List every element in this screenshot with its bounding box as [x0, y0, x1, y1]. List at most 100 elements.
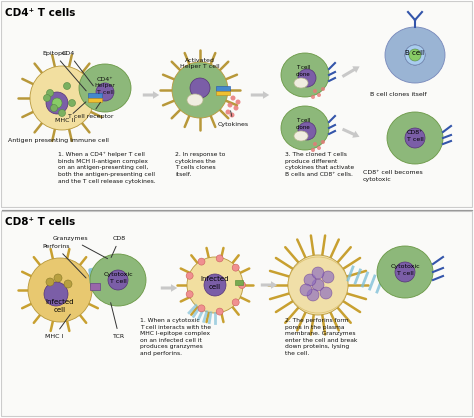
Circle shape: [317, 146, 321, 150]
Circle shape: [198, 258, 205, 265]
Circle shape: [304, 274, 316, 286]
Text: 2. The perforins form
pores in the plasma
membrane. Granzymes
enter the cell and: 2. The perforins form pores in the plasm…: [285, 318, 357, 356]
Text: Cytotoxic
T cell: Cytotoxic T cell: [390, 265, 420, 275]
Ellipse shape: [294, 131, 308, 141]
Circle shape: [320, 287, 332, 299]
Ellipse shape: [385, 27, 445, 83]
Ellipse shape: [387, 112, 443, 164]
Bar: [216, 91, 230, 95]
Text: T cell
clone: T cell clone: [296, 118, 310, 130]
Circle shape: [405, 128, 425, 148]
Text: Activated
Helper T cell: Activated Helper T cell: [180, 58, 220, 69]
Circle shape: [311, 148, 315, 152]
Circle shape: [190, 78, 210, 98]
Text: Epitope: Epitope: [42, 51, 86, 91]
Circle shape: [198, 305, 205, 312]
Circle shape: [46, 92, 68, 114]
Text: T cell receptor: T cell receptor: [68, 102, 113, 119]
Circle shape: [46, 278, 54, 286]
Bar: [88, 93, 102, 98]
Bar: [216, 86, 230, 91]
Circle shape: [395, 262, 415, 282]
Circle shape: [186, 272, 193, 279]
Circle shape: [232, 264, 239, 271]
Bar: [90, 283, 100, 290]
Text: CD8⁺
T cell: CD8⁺ T cell: [407, 130, 423, 142]
Circle shape: [216, 255, 223, 262]
Ellipse shape: [281, 53, 329, 97]
Text: Infected
cell: Infected cell: [201, 276, 229, 290]
Circle shape: [44, 282, 68, 306]
Circle shape: [216, 308, 223, 315]
Text: CD4⁺
Helper
T cell: CD4⁺ Helper T cell: [94, 77, 116, 95]
Text: T cell
clone: T cell clone: [296, 65, 310, 76]
Ellipse shape: [30, 66, 94, 130]
Ellipse shape: [288, 255, 348, 315]
Circle shape: [317, 93, 321, 97]
Circle shape: [300, 284, 312, 296]
Circle shape: [52, 98, 62, 108]
Circle shape: [236, 99, 240, 104]
Circle shape: [311, 95, 315, 99]
Circle shape: [230, 95, 236, 100]
Ellipse shape: [294, 78, 308, 88]
Circle shape: [226, 110, 230, 115]
Circle shape: [298, 69, 316, 87]
Text: MHC II: MHC II: [55, 102, 86, 123]
Circle shape: [321, 140, 325, 144]
Circle shape: [46, 89, 54, 97]
Circle shape: [64, 280, 72, 288]
Text: Infected
cell: Infected cell: [46, 299, 74, 313]
Circle shape: [54, 274, 62, 282]
Text: CD8⁺ T cells: CD8⁺ T cells: [5, 217, 75, 227]
Circle shape: [186, 291, 193, 298]
Ellipse shape: [28, 258, 92, 322]
Circle shape: [307, 289, 319, 301]
FancyBboxPatch shape: [1, 1, 472, 207]
Circle shape: [322, 271, 334, 283]
Circle shape: [96, 83, 114, 101]
Text: TCR: TCR: [110, 303, 125, 339]
Ellipse shape: [377, 246, 433, 298]
Circle shape: [234, 105, 238, 110]
Circle shape: [312, 267, 324, 279]
Text: CD4⁺ T cells: CD4⁺ T cells: [5, 8, 75, 18]
Circle shape: [405, 45, 425, 65]
Text: Cytotoxic
T cell: Cytotoxic T cell: [103, 273, 133, 283]
Ellipse shape: [288, 257, 348, 313]
Text: Perforins: Perforins: [42, 244, 86, 278]
Ellipse shape: [79, 64, 131, 112]
Text: 1. When a CD4⁺ helper T cell
binds MCH II-antigen complex
on an antigen-presenti: 1. When a CD4⁺ helper T cell binds MCH I…: [58, 152, 155, 184]
Circle shape: [312, 279, 324, 291]
Ellipse shape: [172, 62, 228, 118]
Bar: [235, 280, 243, 285]
Ellipse shape: [281, 106, 329, 150]
Circle shape: [298, 122, 316, 140]
Text: Cytokines: Cytokines: [218, 111, 249, 127]
FancyBboxPatch shape: [1, 211, 472, 416]
Circle shape: [204, 274, 226, 296]
Text: CD4: CD4: [62, 51, 93, 86]
Text: 2. In response to
cytokines the
T cells clones
itself.: 2. In response to cytokines the T cells …: [175, 152, 225, 177]
Circle shape: [313, 89, 317, 93]
Text: 1. When a cytotoxic
T cell interacts with the
MHC I-epitope complex
on an infect: 1. When a cytotoxic T cell interacts wit…: [140, 318, 211, 356]
Circle shape: [405, 45, 425, 65]
Ellipse shape: [187, 94, 203, 106]
Text: B cell clones itself: B cell clones itself: [370, 92, 427, 97]
Circle shape: [313, 142, 317, 146]
Text: CD8⁺ cell becomes
cytotoxic: CD8⁺ cell becomes cytotoxic: [363, 170, 423, 181]
Bar: [88, 98, 102, 102]
Text: 3. The cloned T cells
produce different
cytokines that activate
B cells and CD8⁺: 3. The cloned T cells produce different …: [285, 152, 354, 177]
Ellipse shape: [90, 254, 146, 306]
Circle shape: [321, 87, 325, 91]
Circle shape: [108, 270, 128, 290]
Ellipse shape: [187, 257, 243, 313]
Text: CD8: CD8: [111, 236, 126, 257]
Circle shape: [409, 49, 421, 61]
Circle shape: [58, 110, 65, 117]
Text: Antigen presenting immune cell: Antigen presenting immune cell: [8, 138, 109, 143]
Text: B cell: B cell: [405, 50, 425, 56]
Circle shape: [229, 112, 235, 117]
Circle shape: [232, 299, 239, 306]
Circle shape: [51, 104, 57, 112]
